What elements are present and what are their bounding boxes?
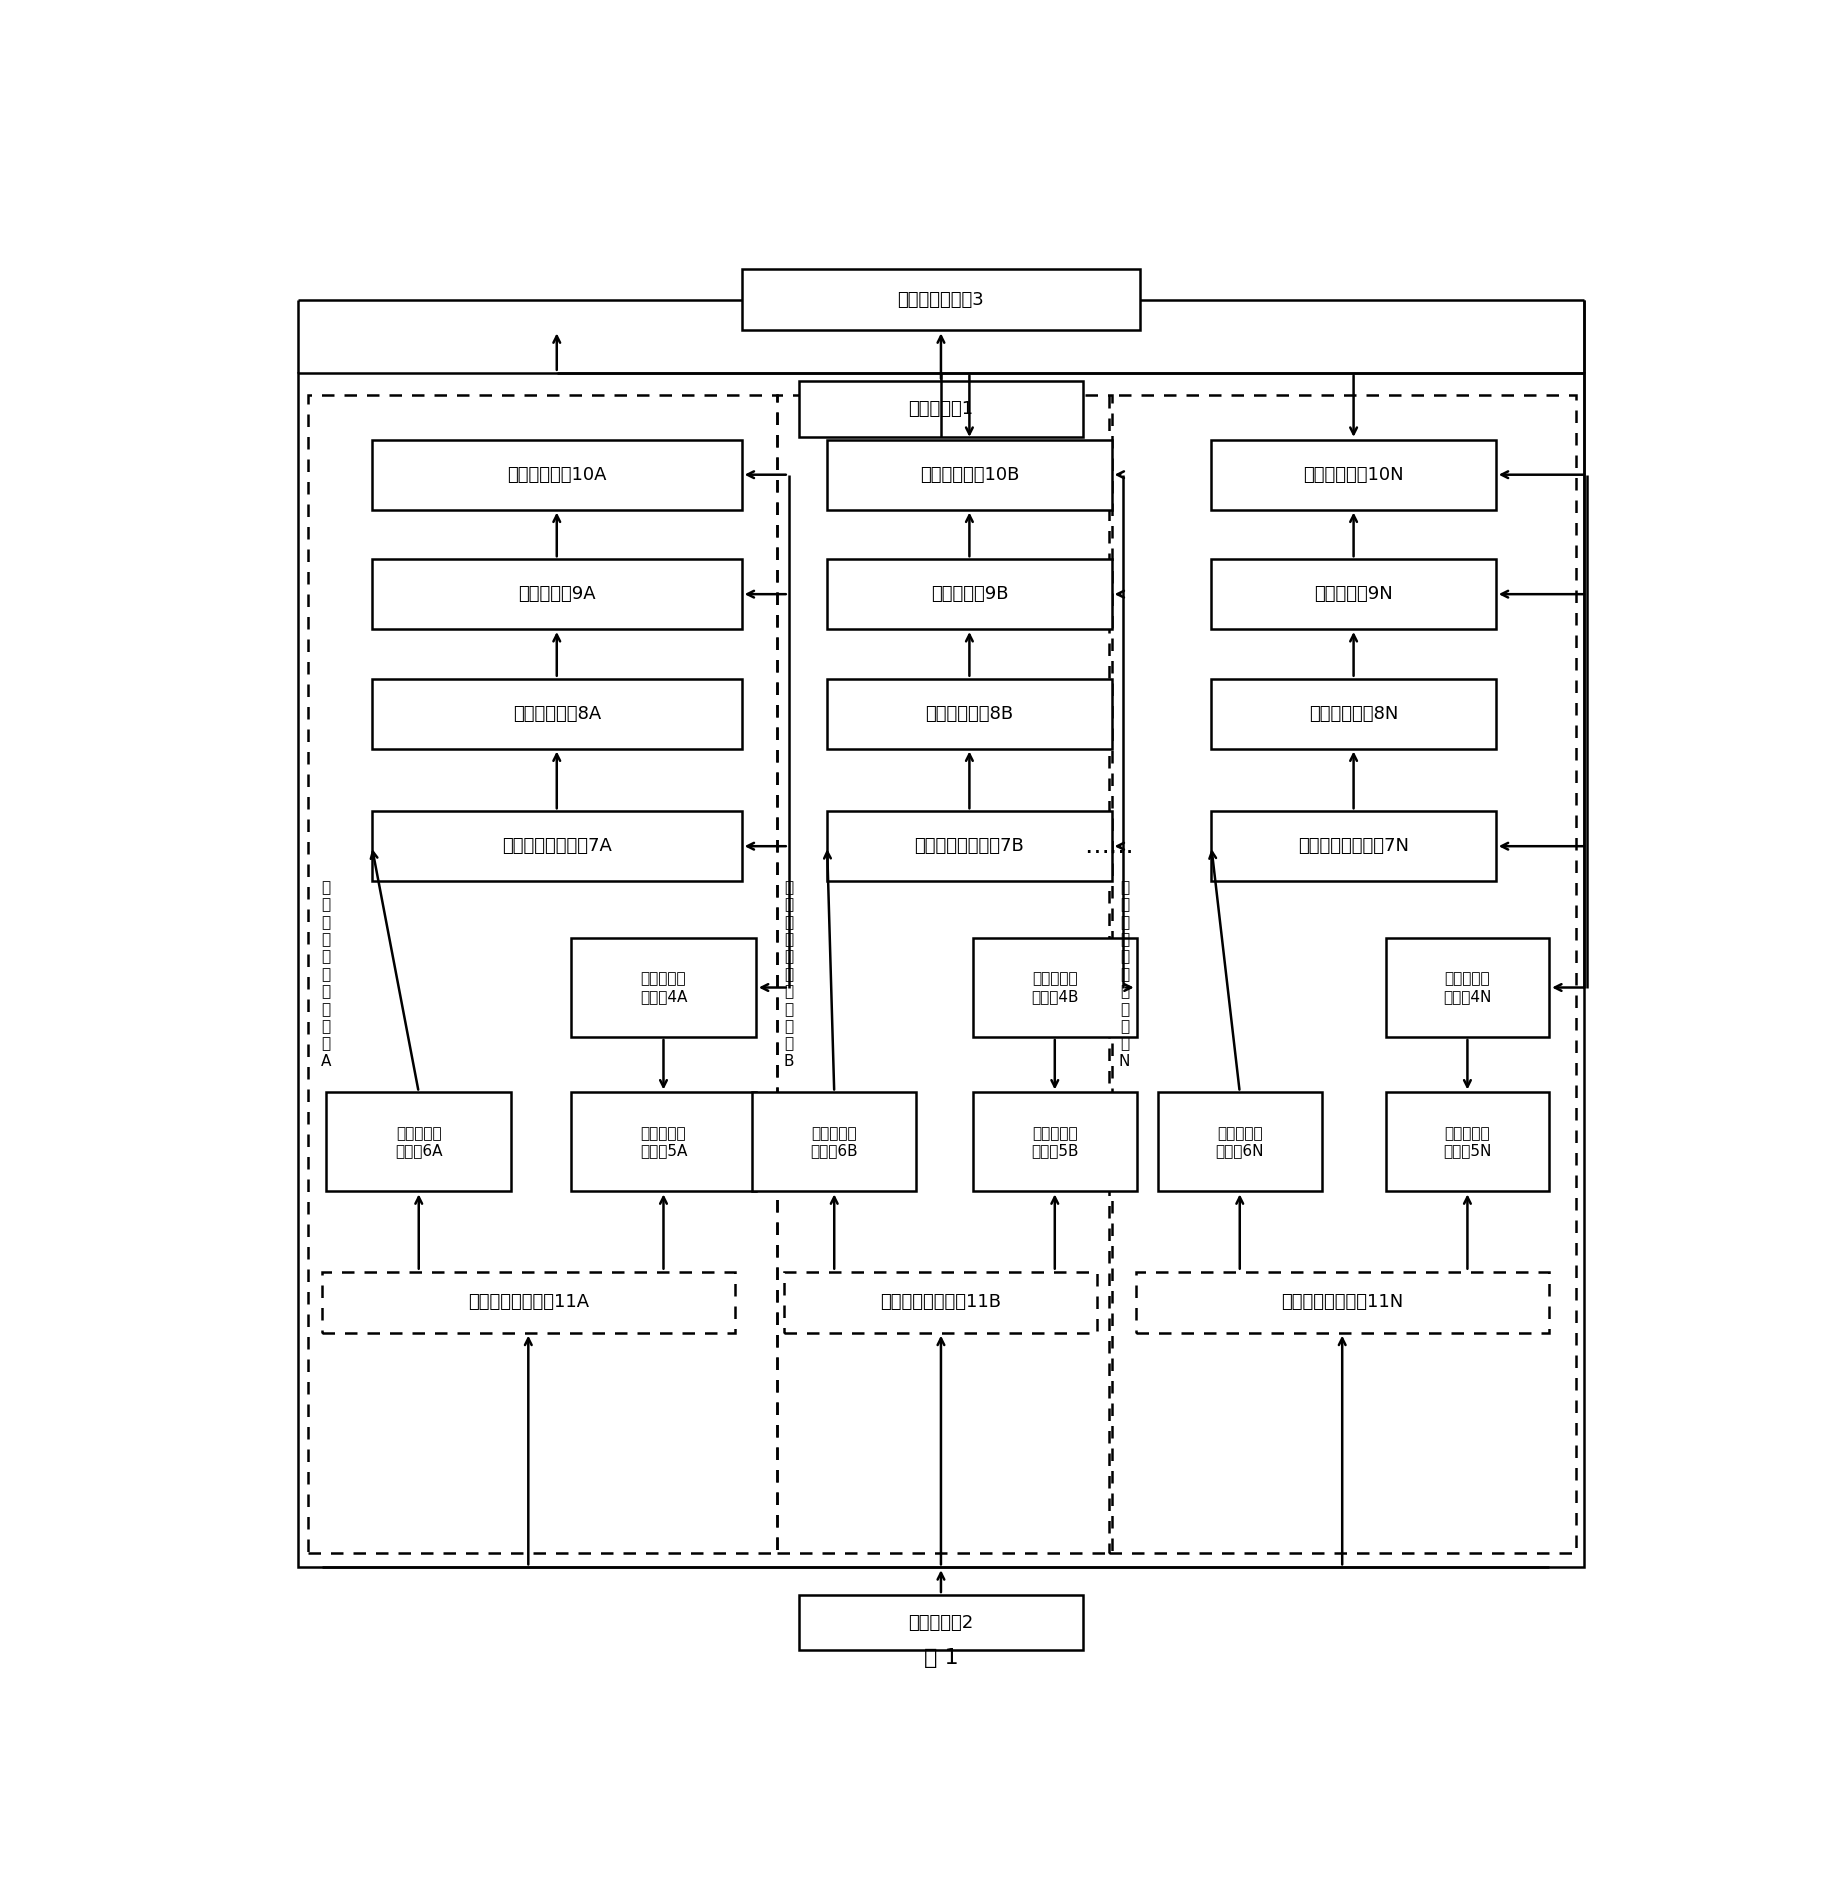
Text: 发射超声波
换能器5N: 发射超声波 换能器5N (1443, 1126, 1491, 1158)
Text: 信号调理电路8N: 信号调理电路8N (1309, 704, 1399, 723)
Bar (1212, 439, 1496, 509)
Text: 数据采集控制器3: 数据采集控制器3 (898, 291, 984, 308)
Bar (828, 439, 1113, 509)
Bar (373, 812, 742, 882)
Text: 模数转换器9A: 模数转换器9A (518, 585, 595, 604)
Bar (327, 1092, 510, 1192)
Text: 模数转换器9N: 模数转换器9N (1315, 585, 1394, 604)
Bar (1386, 1092, 1550, 1192)
Bar (321, 1271, 734, 1332)
Text: 待检测非金属介质11N: 待检测非金属介质11N (1282, 1294, 1403, 1311)
Bar (973, 1092, 1136, 1192)
Text: 多端口存储器10B: 多端口存储器10B (920, 465, 1019, 484)
Bar (784, 1271, 1098, 1332)
Bar (1212, 812, 1496, 882)
Text: 多端口存储器10A: 多端口存储器10A (507, 465, 606, 484)
Text: 接收超声波
换能器6B: 接收超声波 换能器6B (810, 1126, 857, 1158)
Bar (571, 1092, 756, 1192)
Bar (777, 395, 1113, 1553)
Bar (828, 560, 1113, 630)
Bar (297, 373, 1584, 1567)
Bar (828, 812, 1113, 882)
Bar (308, 395, 777, 1553)
Text: 待检测非金属介质11A: 待检测非金属介质11A (468, 1294, 589, 1311)
Text: 信号调理电路8B: 信号调理电路8B (925, 704, 1013, 723)
Bar (799, 382, 1083, 437)
Bar (1386, 938, 1550, 1037)
Text: 多端口存储器10N: 多端口存储器10N (1304, 465, 1405, 484)
Bar (373, 560, 742, 630)
Bar (373, 679, 742, 749)
Text: 单
通
道
超
声
波
采
集
单
元
A: 单 通 道 超 声 波 采 集 单 元 A (321, 880, 332, 1069)
Text: 晶体振荡器1: 晶体振荡器1 (909, 399, 973, 418)
Text: 图 1: 图 1 (924, 1648, 958, 1667)
Bar (1212, 679, 1496, 749)
Bar (1212, 560, 1496, 630)
Text: 超声波换能
器电源4A: 超声波换能 器电源4A (639, 971, 687, 1005)
Bar (973, 938, 1136, 1037)
Text: 光电编码器2: 光电编码器2 (909, 1614, 973, 1631)
Bar (753, 1092, 916, 1192)
Bar (1159, 1092, 1322, 1192)
Bar (1109, 395, 1575, 1553)
Text: 可编程增益放大器7B: 可编程增益放大器7B (914, 836, 1024, 855)
Text: 待检测非金属介质11B: 待检测非金属介质11B (881, 1294, 1001, 1311)
Bar (1136, 1271, 1548, 1332)
Bar (742, 269, 1140, 331)
Bar (373, 439, 742, 509)
Text: 接收超声波
换能器6A: 接收超声波 换能器6A (395, 1126, 442, 1158)
Text: 发射超声波
换能器5B: 发射超声波 换能器5B (1032, 1126, 1078, 1158)
Text: 接收超声波
换能器6N: 接收超声波 换能器6N (1215, 1126, 1263, 1158)
Text: 单
通
道
超
声
波
采
集
单
元
B: 单 通 道 超 声 波 采 集 单 元 B (784, 880, 793, 1069)
Text: 超声波换能
器电源4B: 超声波换能 器电源4B (1032, 971, 1078, 1005)
Bar (799, 1595, 1083, 1650)
Text: 模数转换器9B: 模数转换器9B (931, 585, 1008, 604)
Text: 可编程增益放大器7N: 可编程增益放大器7N (1298, 836, 1408, 855)
Bar (828, 679, 1113, 749)
Text: 超声波换能
器电源4N: 超声波换能 器电源4N (1443, 971, 1491, 1005)
Text: 可编程增益放大器7A: 可编程增益放大器7A (501, 836, 611, 855)
Bar (571, 938, 756, 1037)
Text: 发射超声波
换能器5A: 发射超声波 换能器5A (639, 1126, 687, 1158)
Text: ……: …… (1083, 834, 1133, 859)
Text: 单
通
道
超
声
波
采
集
单
元
N: 单 通 道 超 声 波 采 集 单 元 N (1118, 880, 1131, 1069)
Text: 信号调理电路8A: 信号调理电路8A (512, 704, 600, 723)
